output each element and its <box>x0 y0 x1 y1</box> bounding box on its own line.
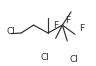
Text: Cl: Cl <box>7 27 16 36</box>
Text: F: F <box>65 16 70 25</box>
Text: Cl: Cl <box>69 55 78 64</box>
Text: F: F <box>79 24 84 33</box>
Text: F: F <box>53 21 58 30</box>
Text: Cl: Cl <box>41 53 50 62</box>
